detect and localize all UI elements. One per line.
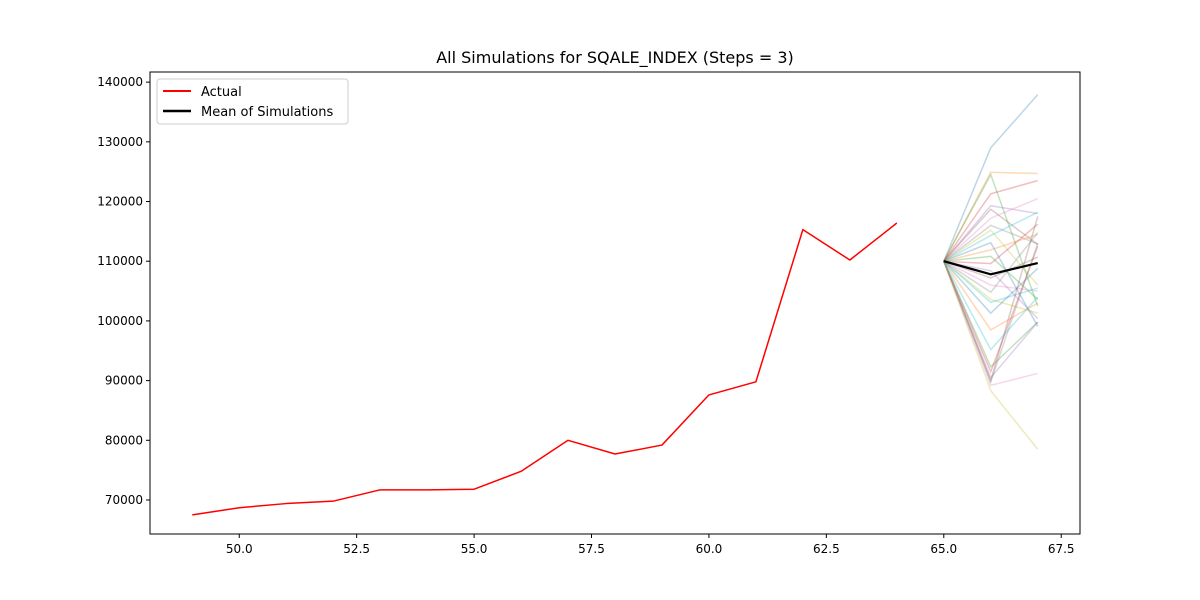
mean-series [943,260,1038,276]
simulation-line [943,246,1039,374]
simulation-line [943,171,1038,262]
simulation-line [943,256,1039,279]
mean-line [943,260,1038,276]
actual-line [192,222,898,516]
y-tick-label: 80000 [105,433,143,447]
simulation-line [943,260,1038,304]
simulation-line [943,232,1039,294]
y-tick-label: 140000 [97,75,143,89]
simulation-line [943,260,1039,320]
x-tick-label: 57.5 [578,542,605,556]
x-tick-label: 62.5 [813,542,840,556]
simulation-line [943,208,1039,262]
plot-frame [149,71,1081,535]
simulation-line [943,211,1039,262]
x-tick-label: 52.5 [343,542,370,556]
simulation-line [943,197,1039,262]
y-axis: 70000 80000 90000 100000 110000 120000 130000 1… [97,75,150,507]
chart-title: All Simulations for SQALE_INDEX (Steps =… [436,48,794,68]
simulation-line [943,260,1039,380]
simulation-line [943,243,1039,384]
x-axis: 50.0 52.5 55.0 57.5 60.0 62.5 65.0 67.5 [226,534,1075,556]
simulation-line [943,204,1038,262]
simulation-line [943,255,1039,300]
y-tick-label: 130000 [97,135,143,149]
simulation-line [943,172,1039,307]
simulation-line [943,241,1039,327]
simulation-line [943,260,1039,369]
simulation-line [943,260,1038,387]
simulation-line [943,260,1039,331]
x-tick-label: 67.5 [1048,542,1075,556]
y-tick-label: 100000 [97,314,143,328]
y-tick-label: 120000 [97,195,143,209]
simulation-line [943,233,1038,262]
simulation-line [943,224,1039,262]
simulation-line [943,260,1039,351]
x-tick-label: 60.0 [696,542,723,556]
y-tick-label: 70000 [105,493,143,507]
simulation-line [943,179,1038,262]
y-tick-label: 110000 [97,254,143,268]
simulation-line [943,94,1039,262]
x-tick-label: 55.0 [461,542,488,556]
x-tick-label: 50.0 [226,542,253,556]
simulation-line [943,260,1039,315]
simulation-line [943,260,1038,314]
simulation-line [943,260,1038,292]
legend: Actual Mean of Simulations [156,78,349,125]
legend-box [156,78,349,125]
x-tick-label: 65.0 [930,542,957,556]
legend-actual-label: Actual [201,85,242,100]
simulation-line [943,216,1039,383]
simulation-line [943,223,1039,265]
y-tick-label: 90000 [105,374,143,388]
simulation-lines [943,94,1039,450]
legend-mean-label: Mean of Simulations [201,105,333,120]
actual-series [192,222,898,516]
simulation-line [943,260,1039,450]
